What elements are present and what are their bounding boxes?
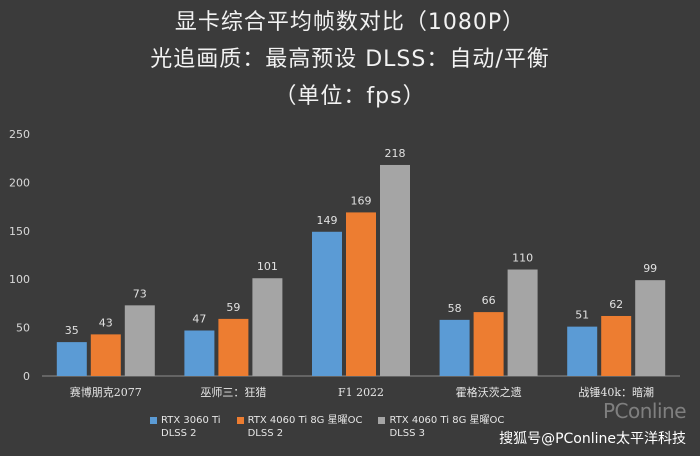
- data-label: 59: [226, 301, 240, 314]
- data-label: 66: [482, 294, 496, 307]
- data-label: 169: [351, 194, 372, 207]
- bar: [346, 212, 376, 376]
- legend-item: RTX 4060 Ti 8G 星曜OC DLSS 2: [236, 414, 363, 440]
- legend-swatch: [378, 417, 386, 424]
- data-label: 99: [643, 262, 657, 275]
- data-label: 43: [99, 316, 113, 329]
- data-label: 218: [385, 147, 406, 160]
- chart-title-block: 显卡综合平均帧数对比（1080P） 光追画质：最高预设 DLSS：自动/平衡 （…: [0, 4, 700, 115]
- data-label: 110: [512, 252, 533, 265]
- data-label: 35: [65, 324, 79, 337]
- bar: [473, 312, 504, 376]
- y-tick-label: 250: [9, 128, 30, 141]
- data-label: 101: [257, 260, 278, 273]
- bar: [567, 326, 598, 376]
- chart-title: 显卡综合平均帧数对比（1080P）: [174, 10, 526, 35]
- y-tick-label: 150: [9, 225, 30, 238]
- bar: [56, 342, 87, 376]
- bar: [439, 319, 470, 376]
- bar: [380, 164, 410, 376]
- bar: [184, 330, 215, 376]
- chart-unit: （单位：fps）: [274, 84, 426, 109]
- y-tick-label: 100: [9, 273, 30, 286]
- watermark-text: 搜狐号@PConline太平洋科技: [499, 431, 686, 447]
- legend-sub: DLSS 2: [161, 428, 197, 439]
- legend-name: RTX 3060 Ti: [161, 415, 221, 426]
- watermark-logo: PConline: [602, 399, 687, 423]
- bar: [90, 334, 121, 376]
- y-tick-label: 50: [16, 322, 30, 335]
- data-label: 51: [575, 309, 589, 322]
- x-tick-label: F1 2022: [338, 386, 384, 399]
- bar: [218, 318, 249, 376]
- data-label: 58: [448, 302, 462, 315]
- legend-item: RTX 4060 Ti 8G 星曜OC DLSS 3: [378, 414, 504, 440]
- legend-name: RTX 4060 Ti 8G 星曜OC: [389, 415, 505, 426]
- bar: [635, 280, 666, 376]
- data-label: 47: [192, 313, 206, 326]
- x-tick-label: 巫师三：狂猎: [200, 385, 266, 399]
- x-tick-label: 霍格沃茨之遗: [456, 385, 522, 399]
- y-tick-label: 200: [9, 176, 30, 189]
- chart-subtitle: 光追画质：最高预设 DLSS：自动/平衡: [150, 47, 550, 72]
- bar: [507, 269, 538, 376]
- x-tick-label: 赛博朋克2077: [70, 385, 142, 399]
- legend-sub: DLSS 2: [247, 428, 284, 439]
- data-label: 73: [133, 287, 147, 300]
- bar: [252, 278, 283, 376]
- x-tick-label: 战锤40k：暗潮: [578, 385, 654, 399]
- legend-name: RTX 4060 Ti 8G 星曜OC: [247, 415, 363, 426]
- bar: [124, 305, 155, 376]
- y-tick-label: 0: [23, 370, 30, 383]
- bar: [601, 315, 632, 376]
- data-label: 149: [317, 214, 338, 227]
- legend: RTX 3060 Ti DLSS 2 RTX 4060 Ti 8G 星曜OC D…: [150, 414, 504, 440]
- data-label: 62: [609, 298, 623, 311]
- legend-item: RTX 3060 Ti DLSS 2: [150, 414, 221, 440]
- legend-swatch: [236, 417, 244, 424]
- legend-swatch: [150, 417, 157, 424]
- legend-sub: DLSS 3: [389, 428, 425, 439]
- bar: [312, 231, 342, 376]
